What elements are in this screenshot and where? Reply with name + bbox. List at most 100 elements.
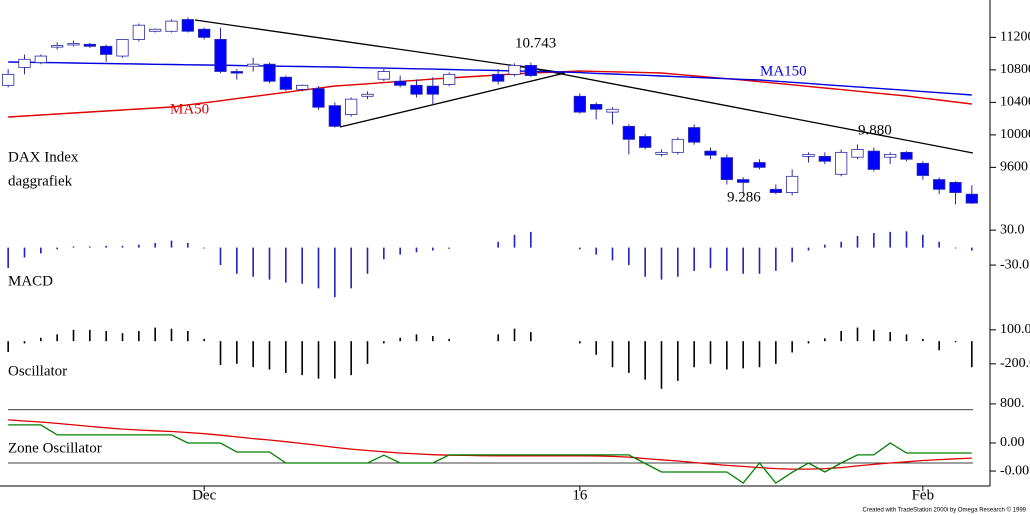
bar	[791, 247, 793, 263]
x-tick-label: Feb	[912, 487, 935, 503]
bar	[530, 231, 532, 248]
bar	[513, 328, 516, 342]
candle-body	[18, 58, 31, 68]
bar	[432, 247, 434, 251]
bar	[317, 341, 320, 379]
candle-body	[933, 179, 946, 190]
y-tick-label: 30.0	[1000, 222, 1025, 237]
bar	[726, 341, 728, 370]
candle-body	[818, 156, 831, 162]
bar	[170, 328, 173, 342]
bar	[350, 247, 352, 289]
candle-body	[296, 84, 309, 90]
candle-body	[312, 88, 325, 108]
bar	[415, 334, 418, 342]
candle-body	[720, 157, 733, 180]
zone-line	[8, 424, 972, 484]
candle-body	[100, 45, 113, 55]
candle-body	[67, 43, 80, 46]
bar	[40, 247, 42, 254]
y-tick-label: 10400	[1000, 95, 1030, 110]
bar	[268, 247, 271, 280]
bar	[856, 235, 859, 248]
bar	[922, 234, 924, 248]
y-tick-label: 9600	[1000, 160, 1028, 175]
bar	[448, 338, 450, 342]
bar	[105, 330, 107, 342]
bar	[595, 247, 597, 255]
candle-body	[230, 71, 243, 74]
bar	[824, 338, 826, 342]
candle-body	[606, 108, 619, 113]
moving-average	[8, 70, 972, 118]
panel-title: MACD	[8, 273, 53, 289]
candle-body	[851, 149, 864, 158]
bar	[660, 341, 663, 389]
bar	[856, 327, 859, 342]
annotation: 10.743	[515, 35, 556, 51]
bar	[285, 341, 287, 373]
y-tick-label: 11200	[1000, 30, 1030, 45]
bar	[922, 338, 924, 342]
candle-body	[345, 98, 358, 115]
bar	[23, 247, 26, 258]
bar	[285, 247, 287, 283]
candle-body	[786, 175, 799, 193]
bar	[791, 341, 793, 353]
panel-title: Oscillator	[8, 363, 67, 379]
bar	[334, 341, 336, 379]
candle-body	[51, 45, 64, 48]
bar	[513, 234, 516, 248]
candle-body	[916, 162, 929, 176]
candle-body	[688, 127, 701, 143]
candle-body	[247, 63, 260, 67]
bar	[905, 334, 908, 342]
candle-body	[132, 24, 145, 40]
bar	[187, 330, 189, 342]
bar	[677, 247, 679, 277]
candle-body	[361, 93, 374, 97]
candle-body	[671, 138, 684, 153]
bar	[415, 247, 418, 253]
y-tick-label: 100.0	[1000, 322, 1030, 337]
bar	[56, 334, 58, 342]
bar	[219, 341, 222, 365]
bar	[448, 247, 450, 249]
bar	[399, 337, 401, 342]
bar	[138, 330, 140, 342]
candle-body	[165, 20, 178, 32]
bar	[611, 247, 614, 261]
bar	[660, 247, 663, 280]
bar	[807, 247, 810, 251]
bar	[873, 329, 875, 342]
bar	[432, 336, 434, 342]
x-tick-label: 16	[572, 487, 588, 503]
bar	[154, 242, 156, 248]
bar	[758, 247, 761, 274]
bar	[954, 247, 957, 249]
bar	[154, 327, 156, 342]
candle-body	[867, 150, 880, 170]
bar	[824, 244, 826, 248]
candle-body	[214, 39, 227, 72]
candle-body	[83, 43, 96, 47]
candle-body	[116, 39, 129, 57]
bar	[317, 247, 320, 289]
candle-body	[263, 63, 276, 82]
bar	[203, 247, 205, 249]
bar	[383, 247, 385, 260]
candle-body	[639, 136, 652, 148]
bar	[89, 329, 91, 342]
candle-body	[524, 65, 537, 76]
candle-body	[900, 151, 913, 160]
bar	[252, 341, 254, 368]
bar	[905, 231, 908, 248]
bar	[301, 247, 303, 284]
bar	[56, 247, 58, 250]
y-tick-label: -0.00	[1000, 463, 1029, 478]
candle-body	[737, 179, 750, 183]
candle-body	[835, 151, 848, 175]
candle-body	[884, 153, 897, 158]
annotation: 9.880	[858, 122, 892, 138]
